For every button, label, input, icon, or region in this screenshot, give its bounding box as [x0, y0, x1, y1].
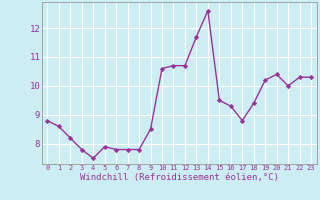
X-axis label: Windchill (Refroidissement éolien,°C): Windchill (Refroidissement éolien,°C)	[80, 173, 279, 182]
